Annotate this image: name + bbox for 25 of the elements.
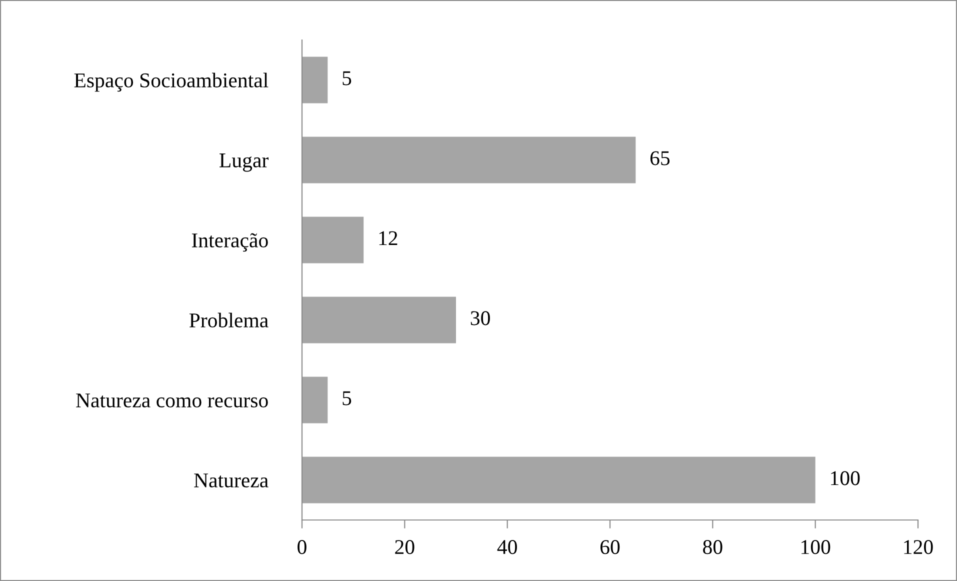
y-tick-label: Interação bbox=[192, 233, 268, 252]
x-tick-label: 60 bbox=[600, 540, 620, 554]
bar bbox=[302, 56, 328, 104]
y-tick-label: Problema bbox=[189, 312, 268, 328]
data-label: 30 bbox=[470, 311, 490, 326]
x-tick-label: 100 bbox=[802, 540, 830, 554]
data-label: 100 bbox=[831, 471, 860, 486]
x-tick-label: 0 bbox=[298, 540, 306, 554]
y-tick-label: Espaço Socioambiental bbox=[74, 72, 268, 92]
x-tick-label: 80 bbox=[703, 540, 722, 554]
x-tick-label: 20 bbox=[395, 540, 414, 554]
data-label: 5 bbox=[342, 71, 352, 86]
y-tick-label: Lugar bbox=[220, 154, 268, 172]
x-tick-label: 120 bbox=[904, 540, 933, 554]
bar bbox=[302, 376, 328, 424]
y-tick-label: Natureza como recurso bbox=[76, 394, 268, 408]
bar bbox=[302, 456, 816, 504]
bar bbox=[302, 296, 456, 344]
data-label: 12 bbox=[379, 231, 398, 246]
x-tick-label: 40 bbox=[497, 540, 517, 554]
bar bbox=[302, 136, 636, 184]
data-label: 65 bbox=[650, 151, 670, 166]
data-label: 5 bbox=[342, 391, 352, 406]
y-tick-label: Natureza bbox=[194, 474, 268, 488]
bar bbox=[302, 216, 364, 264]
